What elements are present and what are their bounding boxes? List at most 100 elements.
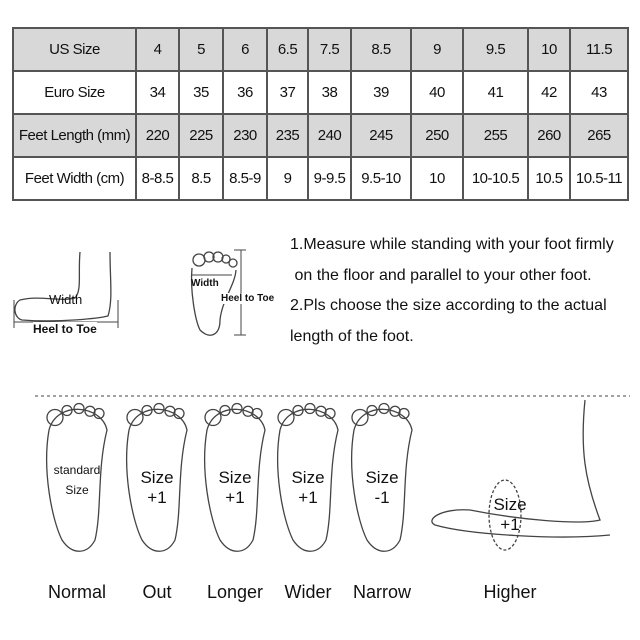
table-cell: 9: [266, 156, 309, 201]
row-header: US Size: [12, 27, 137, 72]
toe-icon: [231, 402, 243, 415]
toe-icon: [398, 407, 410, 420]
foot-outline-icon: [277, 408, 339, 552]
side-foot-icon: [13, 251, 119, 328]
table-cell: 230: [222, 113, 268, 158]
high-instep-foot-icon: [431, 399, 611, 551]
toe-icon: [366, 404, 378, 417]
foot-type-label: Higher: [483, 582, 537, 602]
table-cell: 42: [527, 70, 571, 115]
size-advice-line: standard: [53, 463, 101, 477]
foot-type-label: Normal: [47, 582, 106, 602]
table-cell: 40: [410, 70, 464, 115]
table-cell: 4: [135, 27, 180, 72]
table-cell: 255: [462, 113, 529, 158]
size-advice: standard Size: [37, 460, 117, 500]
table-row: Feet Length (mm) 220 225 230 235 240 245 250 255…: [12, 113, 629, 158]
foot-outline-icon: [204, 408, 266, 552]
row-header: Feet Length (mm): [12, 113, 137, 158]
table-cell: 34: [135, 70, 180, 115]
table-cell: 6: [222, 27, 268, 72]
table-cell: 245: [350, 113, 412, 158]
size-advice-line: Size: [218, 468, 252, 487]
table-cell: 10.5-11: [569, 156, 629, 201]
table-cell: 8-8.5: [135, 156, 180, 201]
table-cell: 35: [178, 70, 224, 115]
table-cell: 6.5: [266, 27, 309, 72]
table-row: Euro Size 34 35 36 37 38 39 40 41 42 43: [12, 70, 629, 115]
toe-icon: [277, 408, 295, 427]
size-advice: Size +1: [470, 495, 550, 535]
table-row: US Size 4 5 6 6.5 7.5 8.5 9 9.5 10 11.5: [12, 27, 629, 72]
table-cell: 10: [410, 156, 464, 201]
toe-icon: [251, 407, 263, 420]
foot-type-label: Wider: [284, 582, 332, 602]
side-length-label: Heel to Toe: [33, 322, 97, 336]
table-cell: 7.5: [307, 27, 352, 72]
row-header: Feet Width (cm): [12, 156, 137, 201]
table-cell: 9.5: [462, 27, 529, 72]
instruction-line: 1.Measure while standing with your foot …: [290, 236, 614, 253]
instructions: 1.Measure while standing with your foot …: [290, 230, 640, 352]
table-cell: 220: [135, 113, 180, 158]
foot-outline-icon: [351, 408, 413, 552]
instruction-line: 2.Pls choose the size according to the a…: [290, 297, 607, 314]
foot-type-label: Longer: [206, 582, 264, 602]
table-cell: 235: [266, 113, 309, 158]
toe-icon: [378, 402, 390, 415]
table-cell: 250: [410, 113, 464, 158]
foot-outline-icon: [126, 408, 188, 552]
size-advice-line: +1: [225, 488, 245, 507]
toe-icon: [204, 408, 222, 427]
size-advice: Size +1: [268, 468, 348, 508]
toe-icon: [324, 407, 336, 420]
size-advice-line: Size: [365, 468, 399, 487]
table-cell: 8.5: [350, 27, 412, 72]
table-cell: 39: [350, 70, 412, 115]
toe-icon: [351, 408, 369, 427]
toe-icon: [292, 404, 304, 417]
table-cell: 5: [178, 27, 224, 72]
table-cell: 37: [266, 70, 309, 115]
toe-icon: [61, 404, 73, 417]
side-width-label: Width: [49, 292, 83, 307]
size-chart-table: US Size 4 5 6 6.5 7.5 8.5 9 9.5 10 11.5 Euro Size 34…: [12, 27, 629, 201]
table-cell: 8.5: [178, 156, 224, 201]
toe-icon: [141, 404, 153, 417]
size-advice-line: +1: [500, 515, 520, 534]
toe-icon: [153, 402, 165, 415]
table-cell: 43: [569, 70, 629, 115]
table-cell: 10.5: [527, 156, 571, 201]
table-cell: 41: [462, 70, 529, 115]
table-cell: 36: [222, 70, 268, 115]
table-cell: 9.5-10: [350, 156, 412, 201]
toe-icon: [46, 408, 64, 427]
table-cell: 38: [307, 70, 352, 115]
table-cell: 10-10.5: [462, 156, 529, 201]
toe-icon: [304, 402, 316, 415]
instruction-line: on the floor and parallel to your other …: [290, 266, 592, 284]
size-advice-line: Size: [65, 483, 89, 497]
size-advice-line: Size: [140, 468, 174, 487]
row-header: Euro Size: [12, 70, 137, 115]
size-advice-line: -1: [374, 488, 390, 507]
size-advice-line: +1: [298, 488, 318, 507]
table-cell: 9-9.5: [307, 156, 352, 201]
table-cell: 9: [410, 27, 464, 72]
foot-type-label: Narrow: [352, 582, 411, 602]
table-cell: 260: [527, 113, 571, 158]
toe-icon: [93, 407, 105, 420]
foot-type-label: Out: [142, 582, 172, 602]
size-advice-line: +1: [147, 488, 167, 507]
table-cell: 8.5-9: [222, 156, 268, 201]
table-cell: 225: [178, 113, 224, 158]
table-cell: 10: [527, 27, 571, 72]
toe-icon: [126, 408, 144, 427]
size-advice: Size +1: [117, 468, 197, 508]
top-length-label: Heel to Toe: [221, 293, 275, 304]
instruction-line: length of the foot.: [290, 327, 414, 345]
foot-outline-icon: [46, 408, 108, 552]
size-advice: Size -1: [342, 468, 422, 508]
table-cell: 265: [569, 113, 629, 158]
